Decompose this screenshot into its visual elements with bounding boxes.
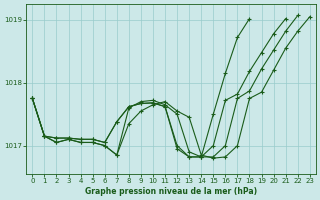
X-axis label: Graphe pression niveau de la mer (hPa): Graphe pression niveau de la mer (hPa) (85, 187, 257, 196)
